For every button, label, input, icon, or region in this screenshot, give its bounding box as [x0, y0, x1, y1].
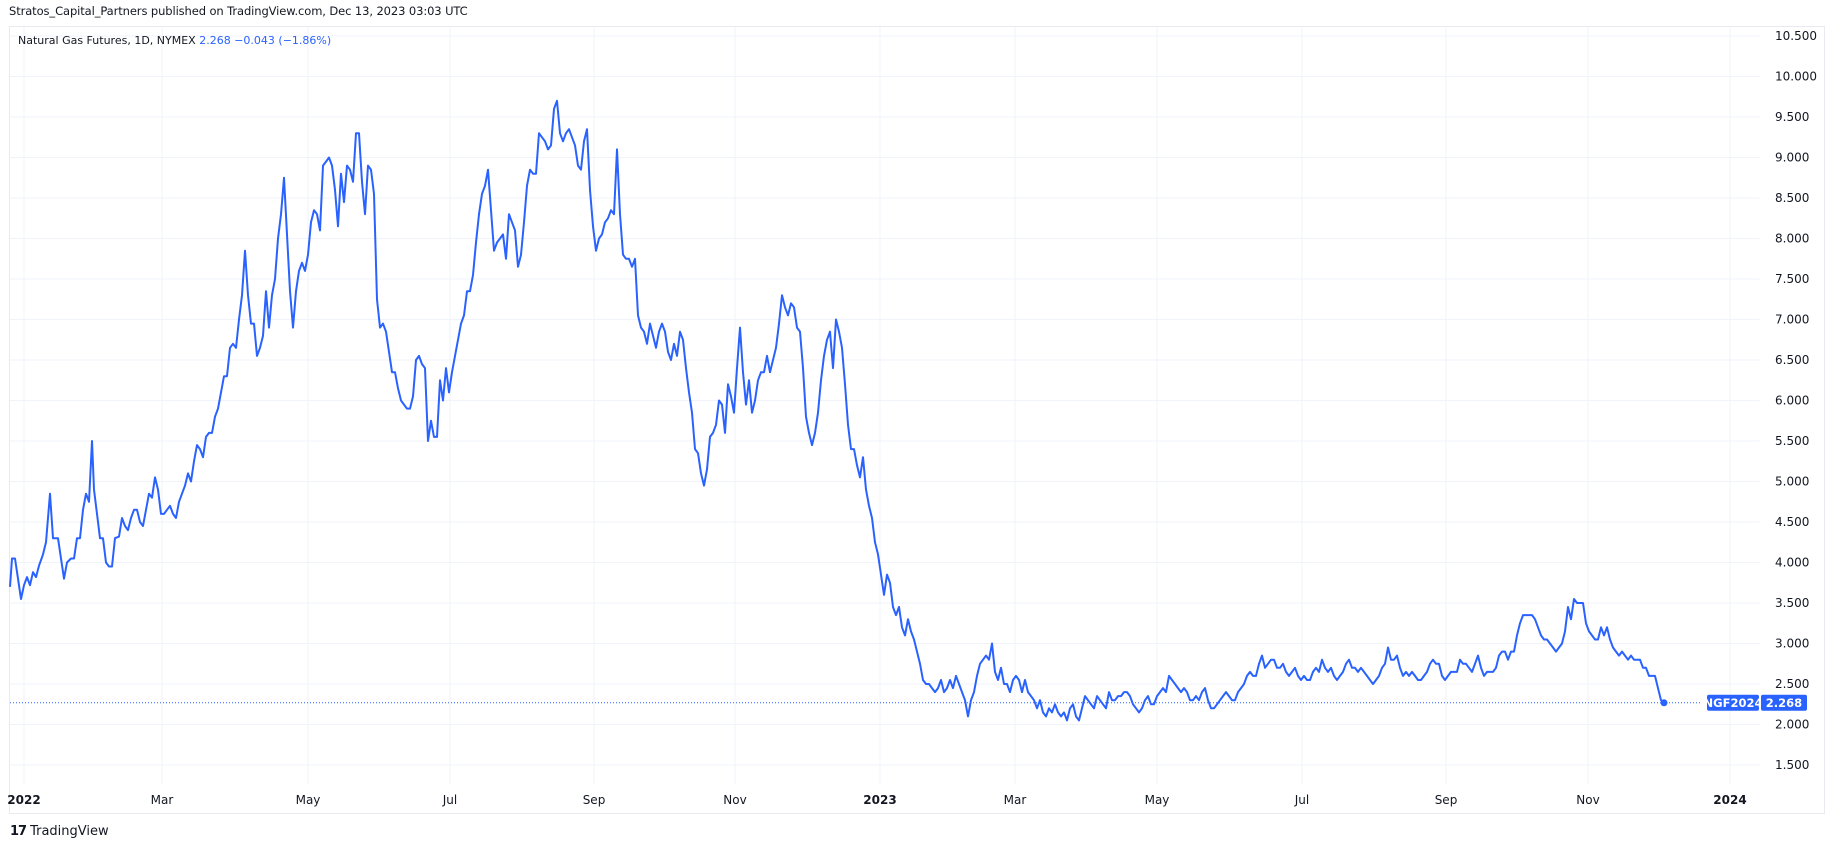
time-tick-label: Mar	[1004, 793, 1027, 807]
price-tag: NGF2024 2.268	[1704, 694, 1807, 711]
time-tick-label: May	[1145, 793, 1170, 807]
time-tick-label: May	[296, 793, 321, 807]
legend-symbol: Natural Gas Futures, 1D, NYMEX	[18, 34, 196, 47]
price-tick-label: 8.000	[1775, 232, 1809, 246]
price-tick-label: 5.500	[1775, 434, 1809, 448]
price-tick-label: 4.500	[1775, 515, 1809, 529]
price-tick-label: 3.000	[1775, 637, 1809, 651]
price-line	[9, 99, 1665, 722]
time-tick-label: Jul	[1294, 793, 1309, 807]
time-tick-label: Mar	[151, 793, 174, 807]
legend-change: −0.043 (−1.86%)	[234, 34, 332, 47]
time-axis: 2022 Mar May Jul Sep Nov 2023 Mar May Jul Sep Nov 20…	[7, 793, 1746, 807]
price-tick-label: 2.000	[1775, 718, 1809, 732]
time-tick-label: Jul	[442, 793, 457, 807]
time-tick-label: Nov	[723, 793, 746, 807]
price-tick-label: 4.000	[1775, 556, 1809, 570]
price-tick-label: 9.000	[1775, 151, 1809, 165]
time-tick-label: Sep	[583, 793, 606, 807]
tradingview-brand: TradingView	[30, 824, 109, 839]
price-axis: 10.500 10.000 9.500 9.000 8.500 8.000 7.500 7.0…	[1775, 29, 1817, 772]
price-tick-label: 3.500	[1775, 596, 1809, 610]
vertical-gridlines	[23, 27, 1731, 785]
price-tick-label: 5.000	[1775, 475, 1809, 489]
time-tick-label: 2024	[1713, 793, 1746, 807]
price-tick-label: 1.500	[1775, 758, 1809, 772]
series-legend[interactable]: Natural Gas Futures, 1D, NYMEX 2.268 −0.…	[18, 34, 331, 47]
last-price-dot	[1660, 699, 1668, 707]
ticker-tag-bg	[1707, 694, 1759, 711]
price-tag-bg	[1761, 694, 1807, 711]
tradingview-watermark[interactable]: 17 TradingView	[10, 824, 109, 839]
legend-last-price: 2.268	[199, 34, 231, 47]
time-tick-label: Nov	[1576, 793, 1599, 807]
horizontal-gridlines	[10, 35, 1760, 766]
chart-frame	[9, 26, 1825, 814]
price-tick-label: 6.500	[1775, 353, 1809, 367]
time-tick-label: Sep	[1435, 793, 1458, 807]
ticker-tag-label: NGF2024	[1704, 696, 1763, 710]
publish-info: Stratos_Capital_Partners published on Tr…	[9, 4, 468, 18]
price-tick-label: 7.500	[1775, 272, 1809, 286]
price-tick-label: 6.000	[1775, 394, 1809, 408]
price-tick-label: 8.500	[1775, 191, 1809, 205]
price-tick-label: 7.000	[1775, 313, 1809, 327]
price-tick-label: 10.500	[1775, 29, 1817, 43]
price-tag-label: 2.268	[1766, 696, 1802, 710]
time-tick-label: 2023	[863, 793, 896, 807]
price-tick-label: 9.500	[1775, 110, 1809, 124]
price-tick-label: 2.500	[1775, 677, 1809, 691]
time-tick-label: 2022	[7, 793, 40, 807]
tradingview-logo-icon: 17	[10, 824, 27, 839]
price-tick-label: 10.000	[1775, 70, 1817, 84]
